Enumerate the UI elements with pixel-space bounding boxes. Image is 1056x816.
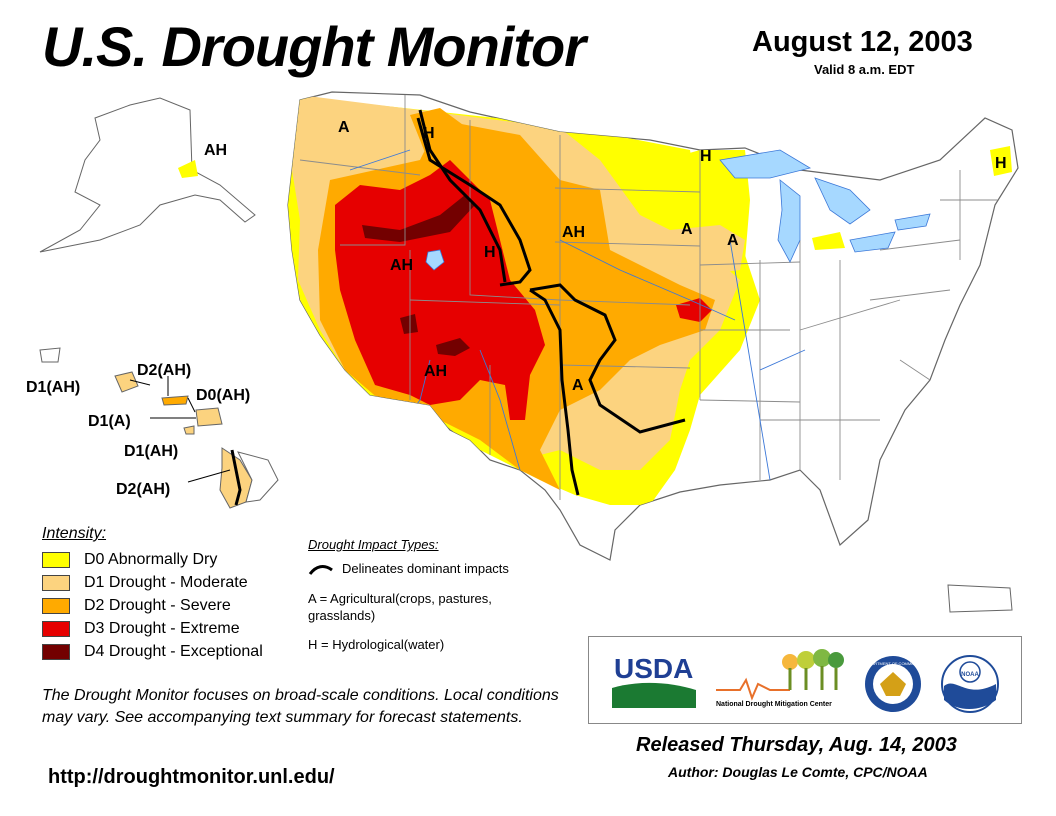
release-date: Released Thursday, Aug. 14, 2003	[636, 734, 957, 756]
map-date: August 12, 2003	[752, 26, 973, 58]
label-nw-a: A	[338, 119, 350, 136]
legend-item-d3: D3 Drought - Extreme	[42, 619, 240, 639]
label-south-plains-a: A	[572, 377, 584, 394]
impact-types-title: Drought Impact Types:	[308, 537, 439, 552]
label-midwest-a1: A	[681, 221, 693, 238]
d4-idaho-montana	[362, 195, 475, 242]
label-north-h: H	[423, 125, 435, 142]
label-southwest-ah: AH	[424, 363, 447, 380]
label-rockies-h: H	[484, 244, 496, 261]
legend-label-d3: D3 Drought - Extreme	[84, 620, 240, 637]
impact-types-line: Delineates dominant impacts	[342, 561, 509, 576]
d1-ia-mn	[670, 225, 745, 275]
page-title: U.S. Drought Monitor	[42, 15, 586, 78]
alaska-outline	[39, 97, 256, 253]
legend-label-d0: D0 Abnormally Dry	[84, 551, 218, 568]
d4-utah	[400, 314, 418, 334]
legend-swatch-d4	[42, 644, 70, 660]
label-midwest-a2: A	[727, 232, 739, 249]
puerto-rico	[947, 584, 1013, 613]
label-hi-d1ah-bottom: D1(AH)	[124, 443, 178, 460]
disclaimer-note: The Drought Monitor focuses on broad-sca…	[42, 687, 559, 726]
d3-kansas	[676, 298, 712, 322]
label-hi-d0ah: D0(AH)	[196, 387, 250, 404]
great-salt-lake	[425, 249, 445, 271]
legend-item-d1: D1 Drought - Moderate	[42, 573, 248, 593]
legend-item-d0: D0 Abnormally Dry	[42, 550, 217, 570]
legend-title: Intensity:	[42, 525, 107, 542]
label-hi-d1ah-left: D1(AH)	[26, 379, 80, 396]
author: Author: Douglas Le Comte, CPC/NOAA	[668, 764, 928, 780]
great-lakes	[719, 149, 931, 263]
label-alaska-ah: AH	[204, 142, 227, 159]
logo-box	[588, 636, 1022, 724]
legend-item-d4: D4 Drought - Exceptional	[42, 642, 263, 662]
legend-swatch-d3	[42, 621, 70, 637]
legend-label-d4: D4 Drought - Exceptional	[84, 643, 263, 660]
d4-colorado	[436, 338, 470, 356]
d0-michigan	[812, 232, 845, 250]
legend-swatch-d2	[42, 598, 70, 614]
impact-line-sample	[308, 565, 333, 575]
legend-swatch-d0	[42, 552, 70, 568]
legend-label-d2: D2 Drought - Severe	[84, 597, 231, 614]
website-link[interactable]: http://droughtmonitor.unl.edu/	[48, 766, 335, 788]
legend-item-d2: D2 Drought - Severe	[42, 596, 231, 616]
alaska-d0	[178, 160, 198, 178]
impact-types-a: A = Agricultural(crops, pastures, grassl…	[308, 591, 492, 623]
label-hi-d1a: D1(A)	[88, 413, 131, 430]
label-upper-midwest-h: H	[700, 148, 712, 165]
impact-types-h: H = Hydrological(water)	[308, 637, 445, 652]
hawaii	[39, 347, 279, 509]
valid-time: Valid 8 a.m. EDT	[814, 62, 915, 77]
label-hi-d2ah-bottom: D2(AH)	[116, 481, 170, 498]
label-maine-h: H	[995, 155, 1007, 172]
impact-lines	[416, 109, 686, 496]
label-north-plains-ah: AH	[562, 224, 585, 241]
d0-maine	[990, 146, 1012, 176]
legend-swatch-d1	[42, 575, 70, 591]
d3-region	[335, 160, 545, 420]
legend-label-d1: D1 Drought - Moderate	[84, 574, 248, 591]
label-basin-ah: AH	[390, 257, 413, 274]
label-hi-d2ah-top: D2(AH)	[137, 362, 191, 379]
